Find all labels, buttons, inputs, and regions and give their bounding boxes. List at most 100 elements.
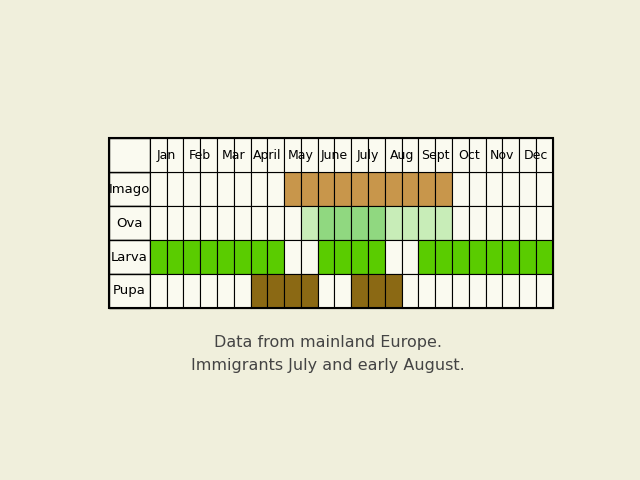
Bar	[109, 274, 150, 308]
Bar	[200, 240, 217, 274]
Bar	[519, 240, 536, 274]
Bar	[452, 172, 468, 206]
Bar	[368, 206, 385, 240]
Text: Larva: Larva	[111, 251, 148, 264]
Bar	[217, 240, 234, 274]
Bar	[250, 206, 268, 240]
Bar	[351, 138, 368, 172]
Bar	[468, 138, 486, 172]
Bar	[150, 274, 166, 308]
Bar	[200, 206, 217, 240]
Bar	[109, 206, 150, 240]
Bar	[402, 206, 419, 240]
Bar	[385, 274, 402, 308]
Bar	[183, 138, 200, 172]
Bar	[183, 206, 200, 240]
Bar	[452, 138, 468, 172]
Bar	[284, 138, 301, 172]
Text: Pupa: Pupa	[113, 285, 146, 298]
Text: Data from mainland Europe.
Immigrants July and early August.: Data from mainland Europe. Immigrants Ju…	[191, 336, 465, 372]
Bar	[385, 240, 402, 274]
Bar	[486, 240, 502, 274]
Bar	[200, 138, 217, 172]
Bar	[435, 274, 452, 308]
Bar	[519, 206, 536, 240]
Bar	[183, 172, 200, 206]
Text: Ova: Ova	[116, 216, 143, 229]
Bar	[335, 206, 351, 240]
Text: April: April	[253, 149, 282, 162]
Bar	[234, 172, 250, 206]
Bar	[335, 240, 351, 274]
Bar	[486, 138, 502, 172]
Bar	[385, 206, 402, 240]
Bar	[317, 138, 335, 172]
Bar	[109, 172, 150, 206]
Bar	[250, 240, 268, 274]
Bar	[150, 138, 166, 172]
Bar	[234, 138, 250, 172]
Bar	[368, 138, 385, 172]
Bar	[268, 138, 284, 172]
Bar	[268, 240, 284, 274]
Bar	[217, 172, 234, 206]
Bar	[150, 206, 166, 240]
Bar	[402, 274, 419, 308]
Text: June: June	[321, 149, 348, 162]
Bar	[536, 240, 553, 274]
Text: Dec: Dec	[524, 149, 548, 162]
Bar	[368, 274, 385, 308]
Text: Jan: Jan	[157, 149, 176, 162]
Bar	[351, 206, 368, 240]
Text: July: July	[357, 149, 380, 162]
Bar	[284, 206, 301, 240]
Bar	[419, 172, 435, 206]
Text: Nov: Nov	[490, 149, 515, 162]
Bar	[234, 240, 250, 274]
Bar	[200, 274, 217, 308]
Bar	[419, 206, 435, 240]
Bar	[502, 240, 519, 274]
Text: Aug: Aug	[389, 149, 414, 162]
Bar	[150, 172, 166, 206]
Bar	[109, 240, 150, 274]
Bar	[250, 274, 268, 308]
Bar	[402, 138, 419, 172]
Bar	[536, 206, 553, 240]
Bar	[468, 274, 486, 308]
Bar	[166, 138, 183, 172]
Bar	[335, 172, 351, 206]
Bar	[385, 172, 402, 206]
Bar	[351, 240, 368, 274]
Bar	[486, 172, 502, 206]
Bar	[335, 274, 351, 308]
Bar	[468, 172, 486, 206]
Bar	[536, 138, 553, 172]
Bar	[268, 274, 284, 308]
Bar	[468, 206, 486, 240]
Bar	[536, 274, 553, 308]
Bar	[183, 274, 200, 308]
Bar	[268, 172, 284, 206]
Bar	[301, 240, 317, 274]
Bar	[301, 274, 317, 308]
Text: Oct: Oct	[458, 149, 479, 162]
Bar	[183, 240, 200, 274]
Bar	[385, 138, 402, 172]
Bar	[368, 172, 385, 206]
Bar	[109, 138, 150, 172]
Text: Sept: Sept	[421, 149, 449, 162]
Bar	[217, 274, 234, 308]
Bar	[519, 172, 536, 206]
Bar	[317, 172, 335, 206]
Bar	[234, 274, 250, 308]
Bar	[250, 172, 268, 206]
Bar	[351, 274, 368, 308]
Bar	[402, 172, 419, 206]
Bar	[435, 206, 452, 240]
Text: Imago: Imago	[109, 183, 150, 196]
Bar	[452, 240, 468, 274]
Bar	[301, 172, 317, 206]
Bar	[166, 172, 183, 206]
Bar	[536, 172, 553, 206]
